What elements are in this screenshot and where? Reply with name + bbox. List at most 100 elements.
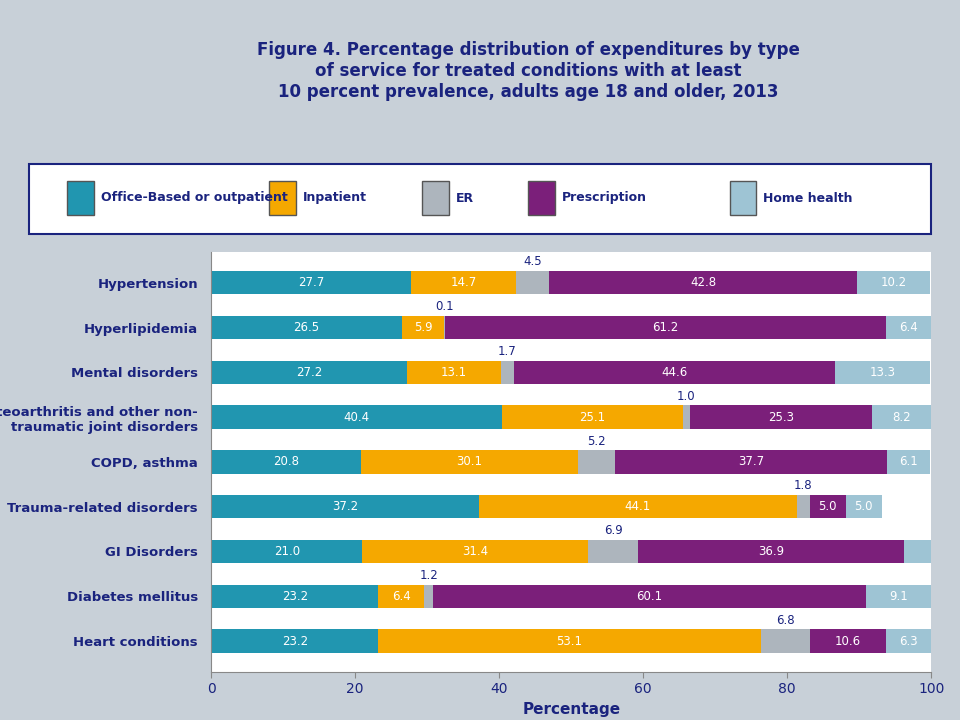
Text: 36.9: 36.9 — [758, 545, 784, 558]
Text: 13.1: 13.1 — [442, 366, 468, 379]
FancyBboxPatch shape — [269, 181, 296, 215]
Bar — [211, 405, 502, 429]
Bar — [402, 316, 444, 339]
Text: 44.6: 44.6 — [661, 366, 687, 379]
Text: 21.0: 21.0 — [274, 545, 300, 558]
Text: 6.4: 6.4 — [392, 590, 411, 603]
Text: Figure 4. Percentage distribution of expenditures by type
of service for treated: Figure 4. Percentage distribution of exp… — [256, 42, 800, 101]
Text: 31.4: 31.4 — [463, 545, 489, 558]
Bar — [211, 361, 407, 384]
Text: 25.1: 25.1 — [580, 410, 606, 423]
Bar — [846, 495, 881, 518]
Bar — [886, 629, 931, 653]
Text: 60.1: 60.1 — [636, 590, 662, 603]
Bar — [211, 316, 402, 339]
Bar — [479, 495, 797, 518]
Text: 13.3: 13.3 — [870, 366, 896, 379]
Text: Office-Based or outpatient: Office-Based or outpatient — [101, 192, 288, 204]
Bar — [886, 316, 932, 339]
Bar — [445, 316, 886, 339]
Text: 5.0: 5.0 — [818, 500, 837, 513]
Text: 26.5: 26.5 — [294, 321, 320, 334]
Text: 40.4: 40.4 — [344, 410, 370, 423]
Bar — [516, 271, 549, 294]
Text: 1.7: 1.7 — [498, 345, 516, 358]
Text: 27.2: 27.2 — [296, 366, 323, 379]
Bar — [514, 361, 835, 384]
Bar — [502, 405, 683, 429]
Bar — [549, 271, 857, 294]
Bar — [411, 271, 516, 294]
Text: Home health: Home health — [763, 192, 852, 204]
Bar — [501, 361, 514, 384]
Bar — [211, 271, 411, 294]
Text: 1.0: 1.0 — [677, 390, 696, 402]
Text: 37.2: 37.2 — [332, 500, 358, 513]
Text: 61.2: 61.2 — [653, 321, 679, 334]
Text: 0.1: 0.1 — [436, 300, 454, 313]
Bar — [615, 450, 887, 474]
Bar — [378, 629, 760, 653]
Bar — [211, 495, 479, 518]
Text: 1.8: 1.8 — [794, 480, 812, 492]
FancyBboxPatch shape — [730, 181, 756, 215]
Bar — [211, 540, 362, 563]
Text: 5.0: 5.0 — [854, 500, 873, 513]
Bar — [211, 629, 378, 653]
Bar — [690, 405, 872, 429]
Text: 25.3: 25.3 — [768, 410, 794, 423]
Bar — [361, 450, 578, 474]
Bar — [835, 361, 930, 384]
Bar — [809, 495, 846, 518]
Text: ER: ER — [456, 192, 474, 204]
Text: 8.2: 8.2 — [893, 410, 911, 423]
Bar — [866, 585, 931, 608]
Text: 6.9: 6.9 — [604, 524, 623, 537]
Bar — [797, 495, 809, 518]
Text: 23.2: 23.2 — [281, 634, 308, 647]
Text: 44.1: 44.1 — [625, 500, 651, 513]
Bar — [873, 405, 931, 429]
Text: Prescription: Prescription — [562, 192, 647, 204]
Bar — [378, 585, 424, 608]
Text: 6.8: 6.8 — [776, 613, 794, 626]
FancyBboxPatch shape — [67, 181, 94, 215]
Text: 5.9: 5.9 — [414, 321, 433, 334]
Bar — [903, 540, 932, 563]
Bar — [362, 540, 588, 563]
Text: 10.6: 10.6 — [834, 634, 861, 647]
Text: 5.2: 5.2 — [588, 435, 606, 448]
Text: 42.8: 42.8 — [690, 276, 716, 289]
Text: 10.2: 10.2 — [880, 276, 907, 289]
FancyBboxPatch shape — [422, 181, 449, 215]
Text: 30.1: 30.1 — [456, 456, 482, 469]
Text: 27.7: 27.7 — [298, 276, 324, 289]
Bar — [638, 540, 904, 563]
Bar — [887, 450, 930, 474]
Bar — [433, 585, 866, 608]
Bar — [857, 271, 930, 294]
Text: 6.4: 6.4 — [900, 321, 919, 334]
Bar — [683, 405, 690, 429]
Text: 1.2: 1.2 — [420, 569, 438, 582]
Text: 14.7: 14.7 — [450, 276, 477, 289]
FancyBboxPatch shape — [29, 164, 931, 233]
Bar — [588, 540, 638, 563]
Text: 4.5: 4.5 — [523, 256, 542, 269]
Bar — [760, 629, 809, 653]
Bar — [407, 361, 501, 384]
Text: Inpatient: Inpatient — [302, 192, 367, 204]
Text: 23.2: 23.2 — [281, 590, 308, 603]
Text: 37.7: 37.7 — [738, 456, 764, 469]
Text: 20.8: 20.8 — [273, 456, 300, 469]
Text: 9.1: 9.1 — [889, 590, 908, 603]
Text: 6.1: 6.1 — [900, 456, 918, 469]
Text: 6.3: 6.3 — [900, 634, 918, 647]
FancyBboxPatch shape — [528, 181, 555, 215]
X-axis label: Percentage: Percentage — [522, 702, 620, 716]
Bar — [424, 585, 433, 608]
Bar — [211, 450, 361, 474]
Bar — [211, 585, 378, 608]
Bar — [578, 450, 615, 474]
Bar — [809, 629, 886, 653]
